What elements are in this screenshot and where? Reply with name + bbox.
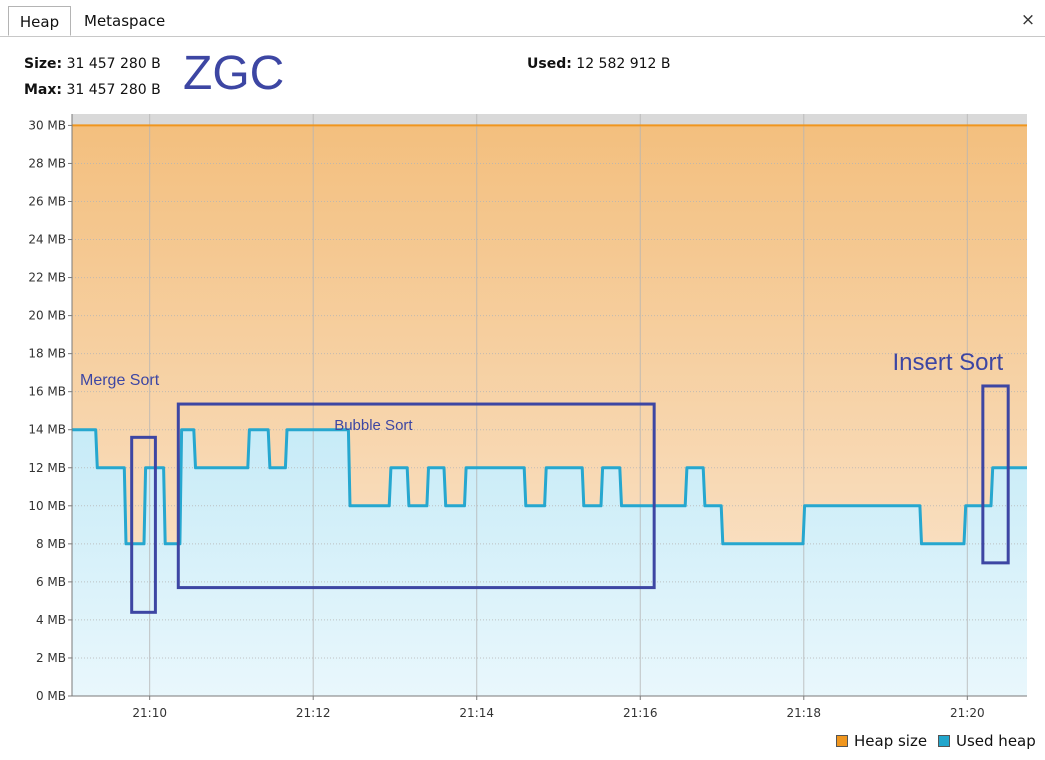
- y-tick-label: 16 MB: [28, 385, 66, 399]
- max-value: 31 457 280 B: [66, 82, 161, 98]
- x-tick-label: 21:18: [786, 706, 821, 720]
- annotation-label: Insert Sort: [892, 349, 1003, 376]
- close-icon[interactable]: ×: [1020, 10, 1036, 30]
- legend-swatch-heap-size: [836, 735, 848, 747]
- x-tick-label: 21:16: [623, 706, 658, 720]
- size-label: Size:: [24, 56, 63, 72]
- y-tick-label: 14 MB: [28, 423, 66, 437]
- size-value: 31 457 280 B: [66, 56, 161, 72]
- y-tick-label: 26 MB: [28, 194, 66, 208]
- used-heap-line: [72, 428, 1027, 546]
- tab-bar: Heap Metaspace ×: [0, 0, 1045, 37]
- y-tick-label: 2 MB: [36, 651, 66, 665]
- y-tick-label: 28 MB: [28, 156, 66, 170]
- y-tick-label: 4 MB: [36, 613, 66, 627]
- x-tick-label: 21:10: [132, 706, 167, 720]
- tab-heap[interactable]: Heap: [8, 6, 71, 36]
- y-tick-label: 20 MB: [28, 309, 66, 323]
- max-label: Max:: [24, 82, 63, 98]
- legend-label-used-heap: Used heap: [956, 732, 1036, 750]
- y-tick-label: 30 MB: [28, 118, 66, 132]
- used-heap-area: [72, 429, 1027, 696]
- x-tick-label: 21:20: [950, 706, 985, 720]
- annotations: Merge Sort Bubble Sort Insert Sort: [80, 349, 1010, 614]
- y-tick-label: 8 MB: [36, 537, 66, 551]
- legend-swatch-used-heap: [938, 735, 950, 747]
- annotation-box: [176, 402, 656, 590]
- y-tick-label: 12 MB: [28, 461, 66, 475]
- x-tick-label: 21:12: [296, 706, 331, 720]
- x-tick-label: 21:14: [459, 706, 494, 720]
- zgc-title: ZGC: [183, 47, 285, 100]
- annotation-label: Merge Sort: [80, 372, 160, 389]
- y-tick-label: 0 MB: [36, 689, 66, 703]
- y-tick-label: 22 MB: [28, 271, 66, 285]
- tab-metaspace[interactable]: Metaspace: [84, 12, 166, 30]
- y-tick-label: 10 MB: [28, 499, 66, 513]
- legend-used-heap: Used heap: [938, 732, 1036, 752]
- axes: 0 MB 2 MB 4 MB 6 MB 8 MB 10 MB 12 MB 14 MB 16 MB…: [28, 114, 1027, 720]
- annotation-box: [130, 435, 157, 614]
- y-tick-label: 18 MB: [28, 347, 66, 361]
- max-stat: Max: 31 457 280 B: [24, 82, 161, 98]
- used-label: Used:: [527, 56, 572, 72]
- used-value: 12 582 912 B: [576, 56, 671, 72]
- y-tick-label: 6 MB: [36, 575, 66, 589]
- legend-label-heap-size: Heap size: [854, 732, 928, 750]
- size-stat: Size: 31 457 280 B: [24, 56, 161, 72]
- annotation-label: Bubble Sort: [334, 417, 413, 434]
- used-stat: Used: 12 582 912 B: [527, 56, 671, 72]
- annotation-box: [981, 384, 1010, 565]
- y-tick-label: 24 MB: [28, 233, 66, 247]
- legend-heap-size: Heap size: [836, 732, 927, 752]
